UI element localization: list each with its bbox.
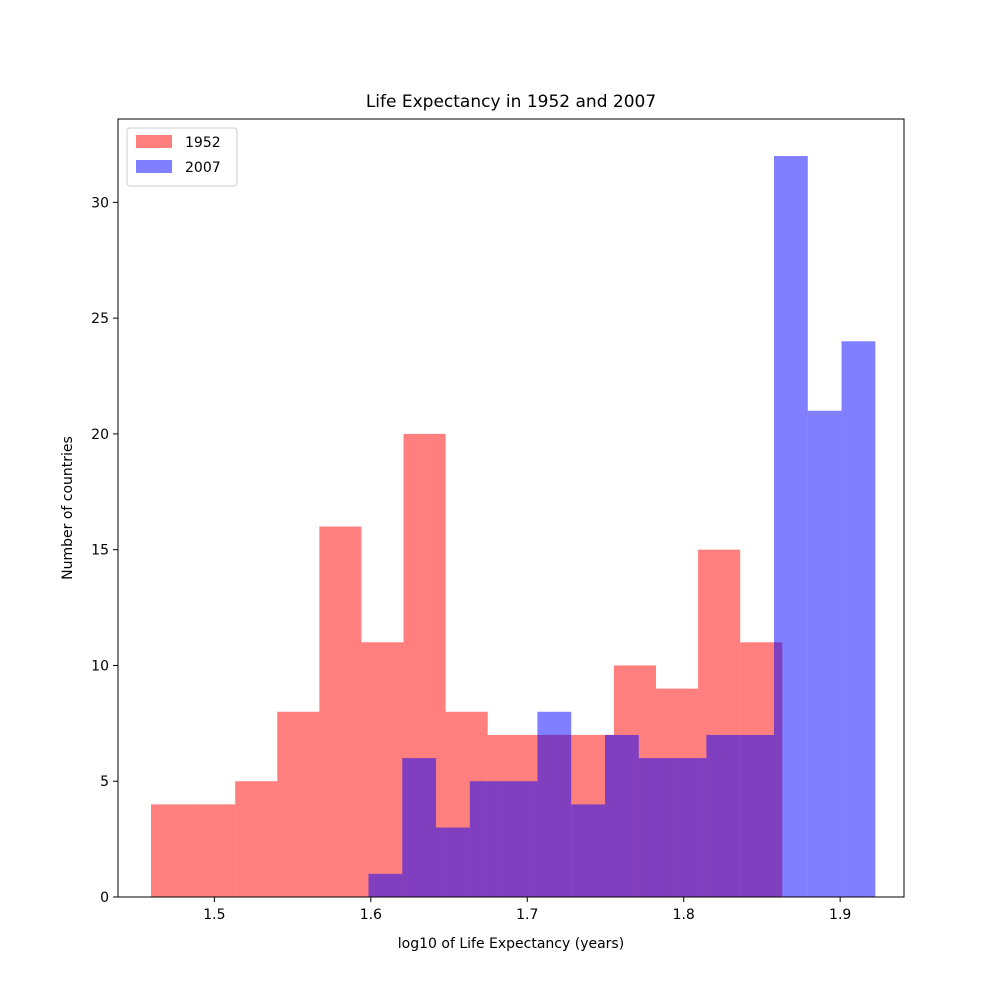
plot-frame <box>117 118 905 898</box>
bar-2007-2 <box>436 827 470 897</box>
legend-swatch-2007 <box>136 160 172 173</box>
chart-title: Life Expectancy in 1952 and 2007 <box>366 92 656 112</box>
y-tick-label: 0 <box>100 890 109 906</box>
bar-2007-14 <box>841 341 876 897</box>
bar-2007-8 <box>638 758 673 897</box>
bar-2007-3 <box>469 781 504 897</box>
bar-2007-12 <box>773 156 808 898</box>
y-tick-label: 10 <box>91 658 109 674</box>
y-tick-label: 5 <box>100 774 109 790</box>
legend-label-2007: 2007 <box>185 160 221 176</box>
y-tick-label: 25 <box>91 311 109 327</box>
legend-swatch-1952 <box>136 135 172 148</box>
x-tick-label: 1.5 <box>203 907 225 923</box>
bar-1952-4 <box>319 526 362 897</box>
y-tick-label: 15 <box>91 543 109 559</box>
histogram-bars <box>151 156 876 898</box>
x-axis-label: log10 of Life Expectancy (years) <box>398 936 624 952</box>
legend-label-1952: 1952 <box>185 135 221 151</box>
bar-2007-7 <box>605 734 639 897</box>
bar-1952-0 <box>151 804 194 897</box>
y-tick-label: 20 <box>91 427 109 443</box>
bar-2007-9 <box>672 758 707 897</box>
y-axis-label: Number of countries <box>60 436 76 580</box>
bar-2007-10 <box>706 734 741 897</box>
bar-2007-5 <box>537 711 572 897</box>
y-tick-label: 30 <box>91 195 109 211</box>
bar-2007-1 <box>402 758 437 897</box>
x-tick-label: 1.9 <box>829 907 851 923</box>
bar-2007-4 <box>503 781 538 897</box>
legend: 1952 2007 <box>126 127 238 187</box>
series-2007-bars <box>368 156 876 898</box>
x-tick-label: 1.6 <box>360 907 382 923</box>
bar-2007-6 <box>571 804 606 897</box>
bar-1952-3 <box>277 711 320 897</box>
x-tick-label: 1.8 <box>673 907 695 923</box>
x-tick-label: 1.7 <box>516 907 538 923</box>
x-axis-ticks: 1.5 1.6 1.7 1.8 1.9 <box>203 897 851 923</box>
bar-2007-11 <box>740 734 774 897</box>
bar-1952-5 <box>361 642 404 897</box>
bar-2007-13 <box>807 410 842 897</box>
bar-1952-2 <box>235 781 278 897</box>
bar-1952-1 <box>193 804 236 897</box>
y-axis-ticks: 0 5 10 15 20 25 30 <box>91 195 118 906</box>
bar-2007-0 <box>368 873 403 897</box>
